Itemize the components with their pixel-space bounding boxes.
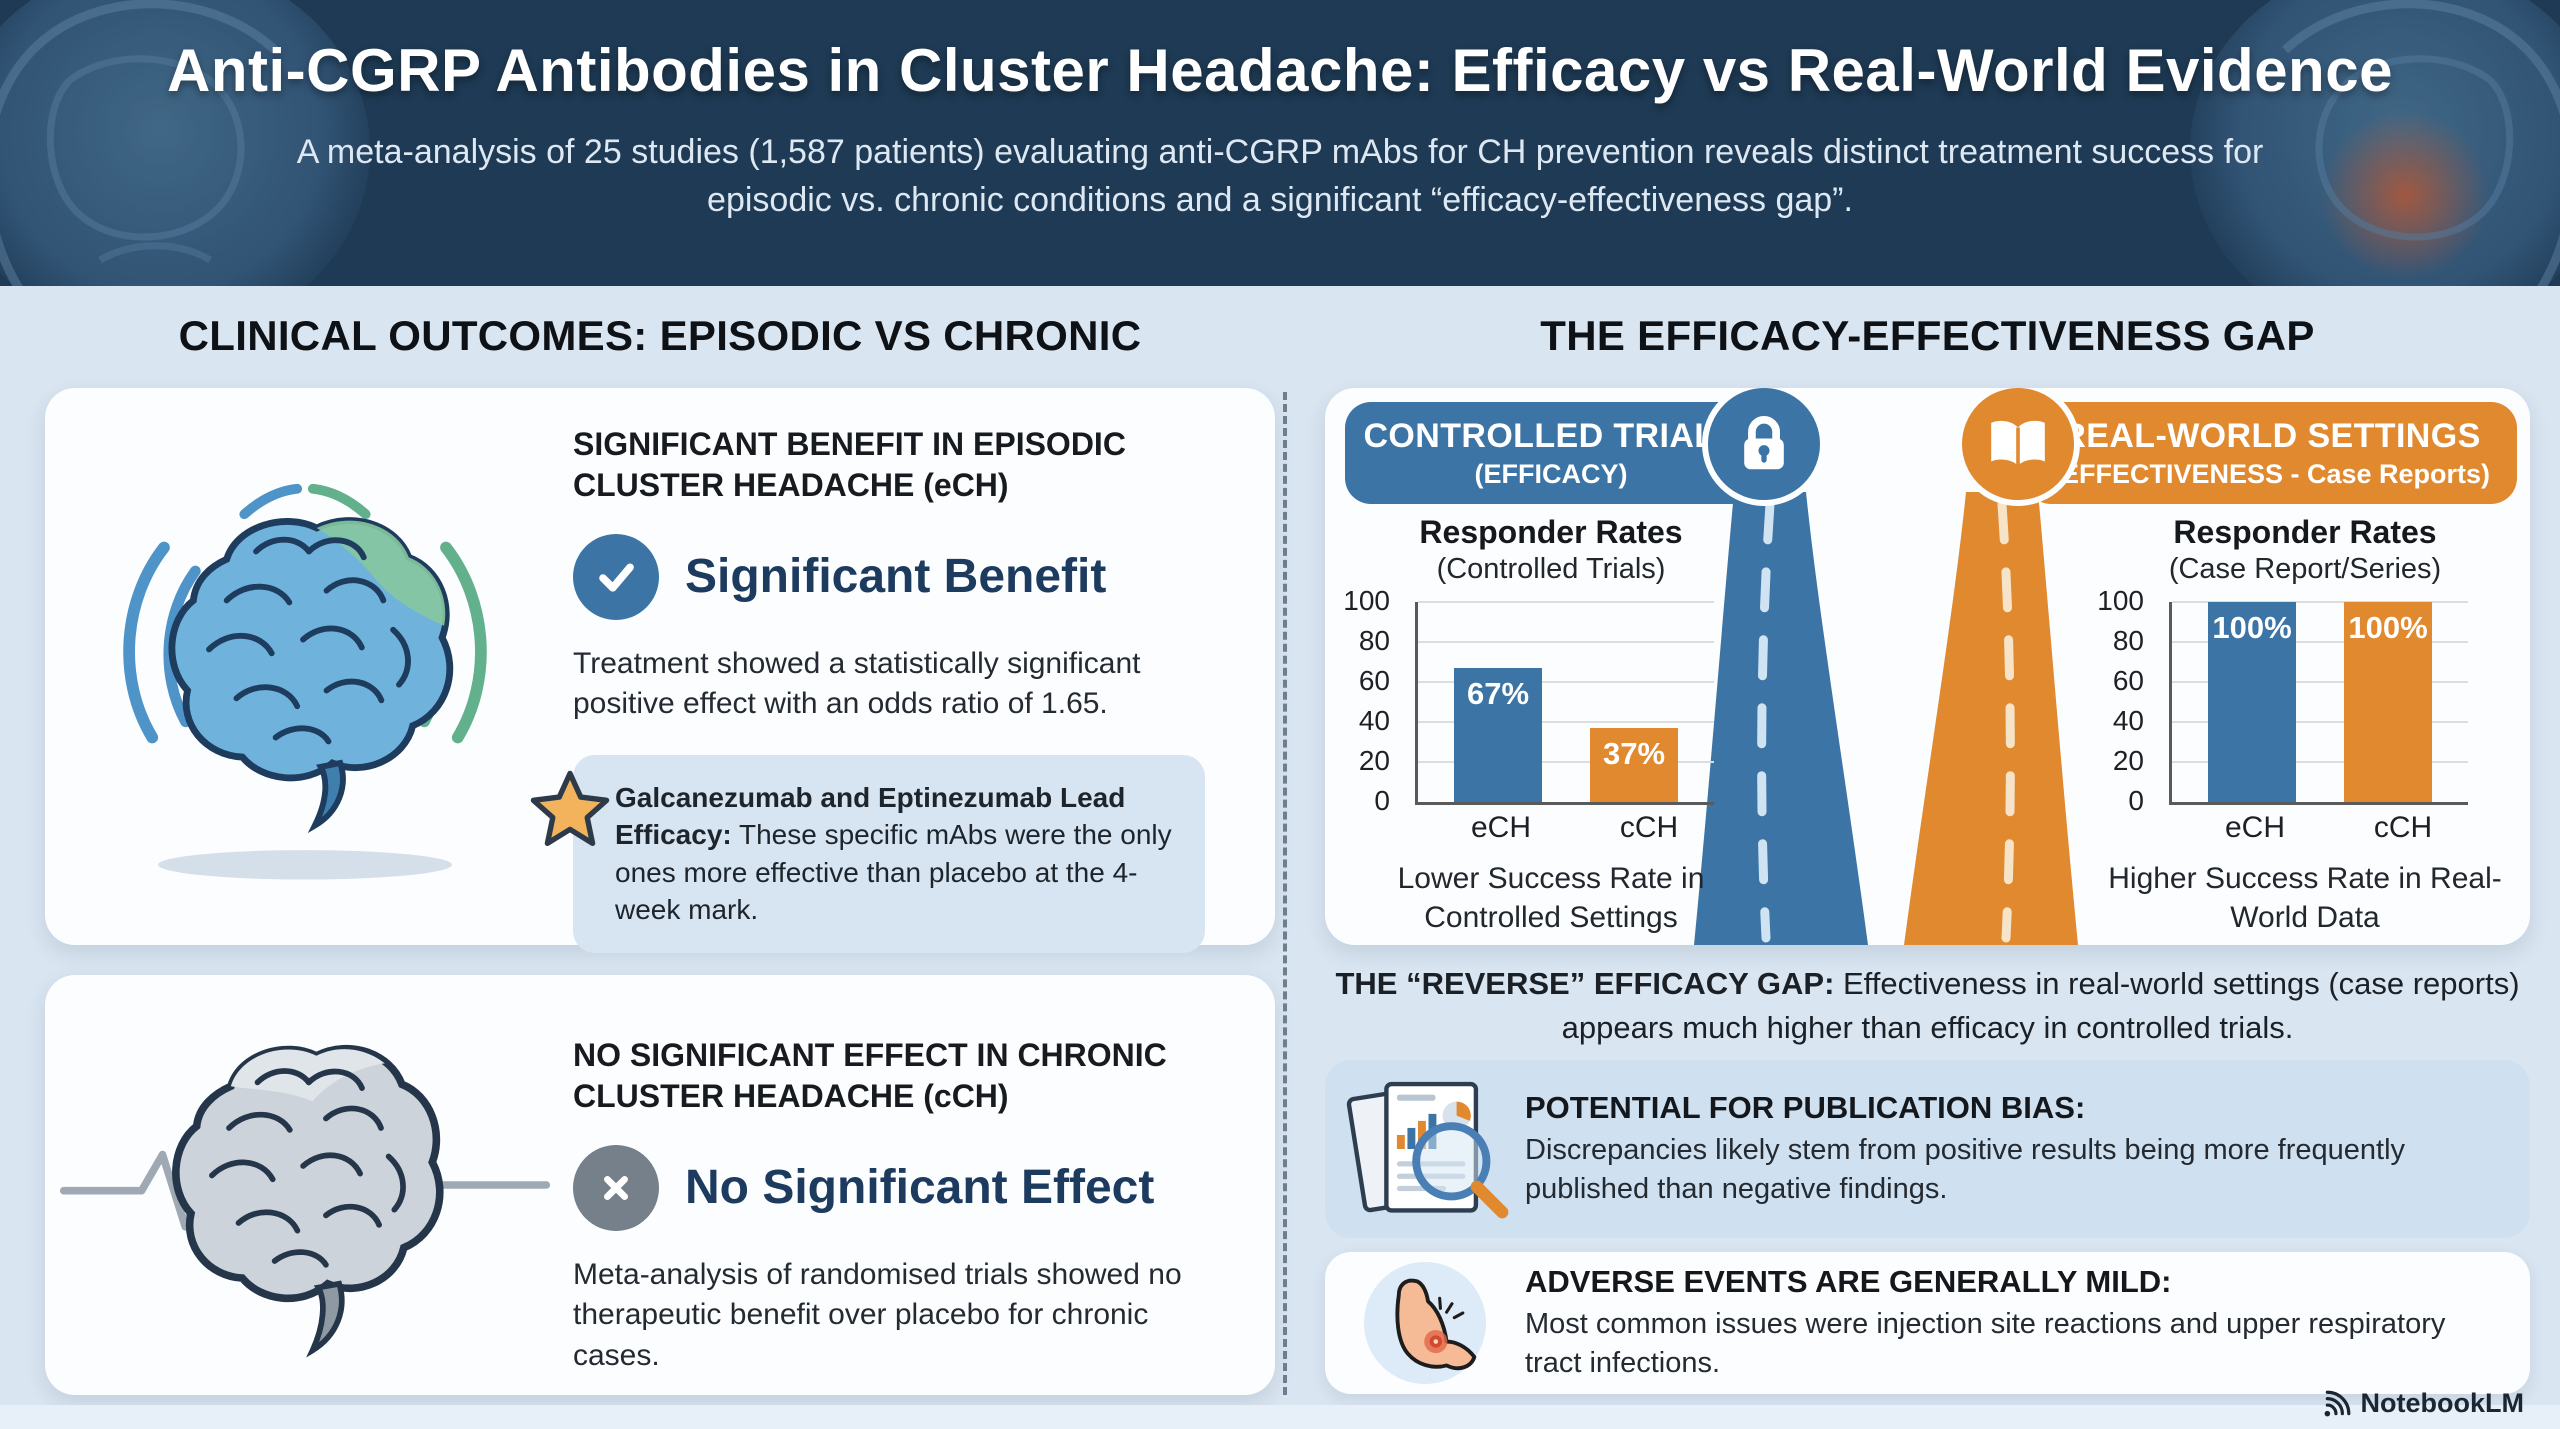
page-title: Anti-CGRP Antibodies in Cluster Headache… — [167, 37, 2393, 104]
y-tick-label: 0 — [2128, 785, 2144, 816]
reverse-gap-text: Effectiveness in real-world settings (ca… — [1561, 966, 2520, 1046]
left-section-heading: CLINICAL OUTCOMES: EPISODIC VS CHRONIC — [178, 312, 1142, 359]
reverse-gap-note: THE “REVERSE” EFFICACY GAP: Effectivenes… — [1325, 962, 2530, 1050]
adverse-events-box: ADVERSE EVENTS ARE GENERALLY MILD: Most … — [1325, 1252, 2530, 1394]
column-divider — [1283, 392, 1287, 1395]
y-tick-label: 20 — [2112, 745, 2144, 776]
badge-real-world-title: REAL-WORLD SETTINGS — [2061, 416, 2481, 455]
notebooklm-logo-icon — [2324, 1390, 2350, 1416]
card-body-ech: Treatment showed a statistically signifi… — [573, 646, 1141, 721]
bars: 100% 100% — [2172, 602, 2468, 802]
reverse-gap-bold: THE “REVERSE” EFFICACY GAP: — [1335, 966, 1835, 1001]
bars: 67% 37% — [1418, 602, 1714, 802]
category-label: cCH — [2373, 811, 2433, 844]
category-label: eCH — [1470, 811, 1531, 844]
header-banner: Anti-CGRP Antibodies in Cluster Headache… — [0, 0, 2560, 286]
brand-watermark: NotebookLM — [2322, 1388, 2524, 1419]
bar-value-label: 37% — [1602, 736, 1666, 771]
chart-plot-area: 0 20 40 60 80 100 100% 100% — [2097, 585, 2468, 816]
y-tick-label: 0 — [1374, 785, 1390, 816]
category-label: eCH — [2224, 811, 2285, 844]
star-icon — [530, 770, 610, 846]
y-tick-label: 60 — [2112, 665, 2144, 696]
y-tick-label: 40 — [2112, 705, 2144, 736]
y-axis-ticks: 0 20 40 60 80 100 — [2097, 585, 2158, 816]
chart-controlled-trials: Responder Rates (Controlled Trials) 0 20 4… — [1341, 514, 1761, 937]
card-body-cch: Meta-analysis of randomised trials showe… — [573, 1257, 1182, 1372]
verdict-label-cch: No Significant Effect — [685, 1161, 1155, 1215]
chart-title: Responder Rates — [2173, 514, 2437, 550]
bar-value-label: 100% — [2348, 610, 2428, 645]
card-title-cch: NO SIGNIFICANT EFFECT IN CHRONIC CLUSTER… — [573, 1037, 1167, 1114]
bottom-strip — [0, 1405, 2560, 1429]
publication-bias-box: POTENTIAL FOR PUBLICATION BIAS: Discrepa… — [1325, 1060, 2530, 1238]
y-tick-label: 100 — [2097, 585, 2144, 616]
verdict-label-ech: Significant Benefit — [685, 550, 1107, 604]
y-tick-label: 40 — [1358, 705, 1390, 736]
check-icon — [573, 533, 659, 620]
open-book-icon — [1956, 388, 2080, 506]
chart-caption: Lower Success Rate in Controlled Setting… — [1397, 862, 1705, 934]
mri-brain-right-image — [2190, 0, 2560, 286]
y-tick-label: 80 — [2112, 625, 2144, 656]
badge-controlled-trials-title: CONTROLLED TRIALS — [1363, 416, 1739, 455]
card-episodic-benefit: SIGNIFICANT BENEFIT IN EPISODIC CLUSTER … — [45, 388, 1275, 953]
right-section-heading: THE EFFICACY-EFFECTIVENESS GAP — [1540, 312, 2315, 359]
efficacy-gap-panel: CONTROLLED TRIALS (EFFICACY) REAL-WORLD … — [1325, 388, 2530, 945]
chart-subtitle: (Controlled Trials) — [1436, 553, 1666, 585]
mri-brain-left-image — [0, 0, 370, 286]
chart-subtitle: (Case Report/Series) — [2168, 553, 2442, 585]
badge-real-world-subtitle: (EFFECTIVENESS - Case Reports) — [2051, 458, 2491, 489]
callout-bold: Galcanezumab and Eptinezumab Lead Effica… — [615, 781, 1126, 851]
page-subtitle: A meta-analysis of 25 studies (1,587 pat… — [296, 133, 2264, 220]
chart-plot-area: 0 20 40 60 80 100 67% 37% — [1343, 585, 1714, 816]
verdict-row-cch: No Significant Effect — [573, 1144, 1231, 1231]
x-axis-categories: eCH cCH — [1415, 805, 1735, 845]
lock-icon — [1702, 388, 1826, 506]
y-tick-label: 20 — [1358, 745, 1390, 776]
bar-value-label: 100% — [2212, 610, 2292, 645]
adverse-box-body: Most common issues were injection site r… — [1525, 1307, 2446, 1379]
healthy-brain-illustration — [45, 388, 565, 945]
badge-controlled-trials: CONTROLLED TRIALS (EFFICACY) — [1345, 402, 1757, 504]
adverse-box-title: ADVERSE EVENTS ARE GENERALLY MILD: — [1525, 1263, 2172, 1299]
callout-text: Galcanezumab and Eptinezumab Lead Effica… — [615, 779, 1175, 929]
bar-eCH: 100% — [2208, 602, 2296, 802]
chart-real-world: Responder Rates (Case Report/Series) 0 20… — [2095, 514, 2515, 937]
y-axis-ticks: 0 20 40 60 80 100 — [1343, 585, 1404, 816]
y-tick-label: 100 — [1343, 585, 1390, 616]
x-axis-categories: eCH cCH — [2169, 805, 2489, 845]
badge-controlled-trials-subtitle: (EFFICACY) — [1474, 458, 1628, 489]
flexed-arm-icon — [1325, 1262, 1525, 1384]
bar-cCH: 100% — [2344, 602, 2432, 802]
category-label: cCH — [1619, 811, 1679, 844]
y-tick-label: 80 — [1358, 625, 1390, 656]
bar-eCH: 67% — [1454, 668, 1542, 802]
bar-cCH: 37% — [1590, 728, 1678, 802]
callout-lead-efficacy: Galcanezumab and Eptinezumab Lead Effica… — [530, 754, 1205, 953]
verdict-row-ech: Significant Benefit — [573, 533, 1231, 620]
y-tick-label: 60 — [1358, 665, 1390, 696]
badge-real-world: REAL-WORLD SETTINGS (EFFECTIVENESS - Cas… — [2025, 402, 2517, 504]
cross-icon — [573, 1144, 659, 1231]
bias-box-title: POTENTIAL FOR PUBLICATION BIAS: — [1525, 1089, 2086, 1125]
chart-caption: Higher Success Rate in Real-World Data — [2108, 862, 2502, 934]
card-title-ech: SIGNIFICANT BENEFIT IN EPISODIC CLUSTER … — [573, 426, 1126, 503]
callout-rest: These specific mAbs were the only ones m… — [615, 819, 1172, 926]
bar-value-label: 67% — [1466, 676, 1530, 711]
bias-box-body: Discrepancies likely stem from positive … — [1525, 1133, 2406, 1205]
diverging-roads-graphic — [1694, 492, 2078, 945]
chart-title: Responder Rates — [1419, 514, 1683, 550]
documents-magnifier-icon — [1325, 1070, 1525, 1228]
pain-glow-spot — [2320, 110, 2490, 280]
card-chronic-no-effect: NO SIGNIFICANT EFFECT IN CHRONIC CLUSTER… — [45, 975, 1275, 1395]
gray-brain-illustration — [45, 975, 565, 1395]
brand-name: NotebookLM — [2360, 1388, 2524, 1418]
